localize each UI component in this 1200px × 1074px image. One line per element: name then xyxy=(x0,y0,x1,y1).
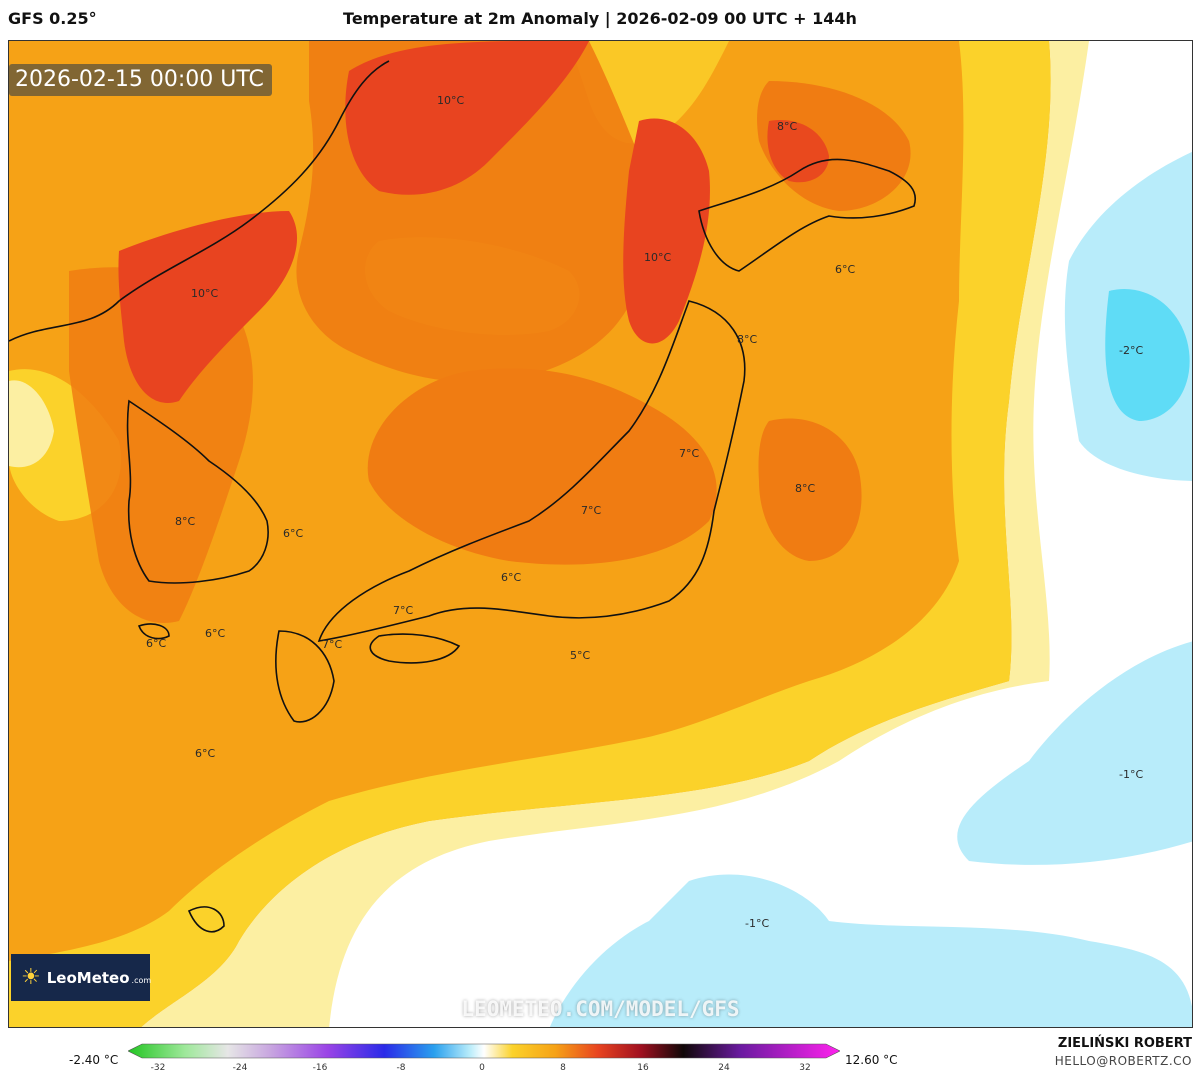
map-label: 7°C xyxy=(393,604,414,617)
model-name: GFS 0.25° xyxy=(8,9,97,28)
coast-shikoku xyxy=(369,633,461,664)
map-label: 7°C xyxy=(581,504,602,517)
map-label: -1°C xyxy=(745,917,770,930)
map-label: 5°C xyxy=(570,649,591,662)
field-pale-west xyxy=(9,380,54,468)
field-dark-orange-east xyxy=(758,418,862,561)
coast-jeju xyxy=(137,623,170,640)
field-cold-core xyxy=(1105,289,1190,421)
coast-hokkaido xyxy=(698,158,916,272)
field-red-hokkaido xyxy=(767,120,829,183)
colorbar-tick: 16 xyxy=(637,1063,649,1073)
map-label: 10°C xyxy=(191,287,219,300)
map-field xyxy=(9,41,1192,1027)
chart-title: Temperature at 2m Anomaly | 2026-02-09 0… xyxy=(343,9,857,28)
colorbar-tick: -24 xyxy=(232,1063,248,1073)
map-label: 8°C xyxy=(737,333,758,346)
sun-icon: ☀ xyxy=(21,965,41,990)
map-label: 8°C xyxy=(795,482,816,495)
map-label: 8°C xyxy=(777,120,798,133)
colorbar-tick: -32 xyxy=(150,1063,166,1073)
colorbar xyxy=(128,1043,840,1059)
map-label: 7°C xyxy=(679,447,700,460)
colorbar-tick: 24 xyxy=(718,1063,730,1073)
author-email[interactable]: HELLO@ROBERTZ.CO xyxy=(1054,1054,1192,1068)
author-name: ZIELIŃSKI ROBERT xyxy=(1057,1036,1192,1051)
map-label: 6°C xyxy=(205,627,226,640)
map-label: 7°C xyxy=(322,638,343,651)
coast-kyushu xyxy=(275,630,335,723)
anomaly-map: 2026-02-15 00:00 UTC 10°C 10°C 10°C 8°C … xyxy=(8,40,1193,1028)
map-label: 6°C xyxy=(195,747,216,760)
colorbar-tick: 0 xyxy=(479,1063,485,1073)
map-label: 10°C xyxy=(437,94,465,107)
colorbar-min-label: -2.40 °C xyxy=(69,1053,119,1067)
map-label: 6°C xyxy=(501,571,522,584)
colorbar-tick: -16 xyxy=(312,1063,328,1073)
coast-mainland-north xyxy=(9,60,390,342)
map-label: 6°C xyxy=(283,527,304,540)
valid-time-badge: 2026-02-15 00:00 UTC xyxy=(9,64,272,96)
field-red-sea-of-japan xyxy=(623,118,710,344)
coastlines xyxy=(9,60,916,933)
leometeo-logo[interactable]: ☀ LeoMeteo .com xyxy=(11,954,152,1001)
map-label: 6°C xyxy=(146,637,167,650)
colorbar-tick: -8 xyxy=(396,1063,406,1073)
map-label: 6°C xyxy=(835,263,856,276)
coast-honshu xyxy=(317,300,746,643)
watermark-url: LEOMETEO.COM/MODEL/GFS xyxy=(461,997,740,1021)
colorbar-max-label: 12.60 °C xyxy=(845,1053,898,1067)
logo-tld: .com xyxy=(131,976,152,985)
colorbar-gradient xyxy=(128,1043,840,1059)
logo-name: LeoMeteo xyxy=(46,968,130,987)
map-label: 8°C xyxy=(175,515,196,528)
field-red-north-korea xyxy=(118,211,298,403)
colorbar-tick: 8 xyxy=(560,1063,566,1073)
coast-korea-south xyxy=(126,399,269,584)
field-light-blue-south xyxy=(549,874,1192,1027)
field-dark-orange-center xyxy=(367,368,717,565)
field-light-blue-southeast xyxy=(957,641,1192,865)
coast-okinawa xyxy=(187,906,225,933)
map-label: 10°C xyxy=(644,251,672,264)
field-neutral-white xyxy=(329,41,1192,1027)
colorbar-tick: 32 xyxy=(799,1063,811,1073)
map-label: -1°C xyxy=(1119,768,1144,781)
field-red-manchuria xyxy=(345,41,589,195)
map-label: -2°C xyxy=(1119,344,1144,357)
